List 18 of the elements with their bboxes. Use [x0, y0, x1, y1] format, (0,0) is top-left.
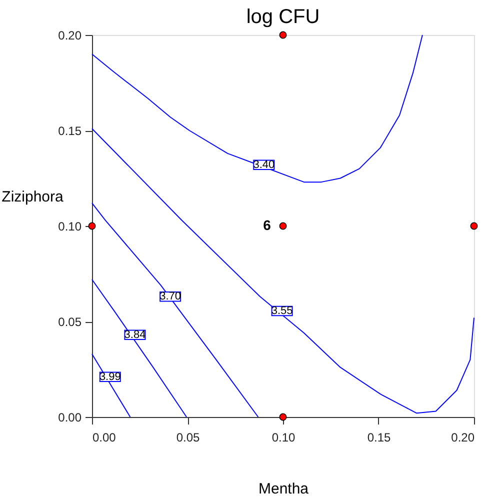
y-tick-label: 0.05 [58, 315, 82, 329]
y-tick-label: 0.10 [58, 220, 82, 234]
y-axis-title: Ziziphora [2, 188, 64, 206]
x-tick-label: 0.10 [272, 430, 296, 444]
annotation: 6 [263, 217, 272, 233]
x-tick-label: 0.20 [451, 430, 475, 444]
line-series [92, 128, 474, 414]
chart-title: log CFU [246, 6, 320, 28]
y-tick-label: 0.15 [58, 124, 82, 138]
x-tick-label: 0.05 [176, 430, 200, 444]
y-tick-label: 0.00 [58, 410, 82, 424]
x-tick-label: 0.15 [367, 430, 391, 444]
line-series [92, 34, 423, 183]
x-axis-title: Mentha [258, 480, 310, 498]
line-series [92, 278, 188, 418]
y-tick-label: 0.20 [58, 28, 82, 42]
line-series [92, 202, 259, 418]
x-tick-label: 0.00 [92, 430, 116, 444]
